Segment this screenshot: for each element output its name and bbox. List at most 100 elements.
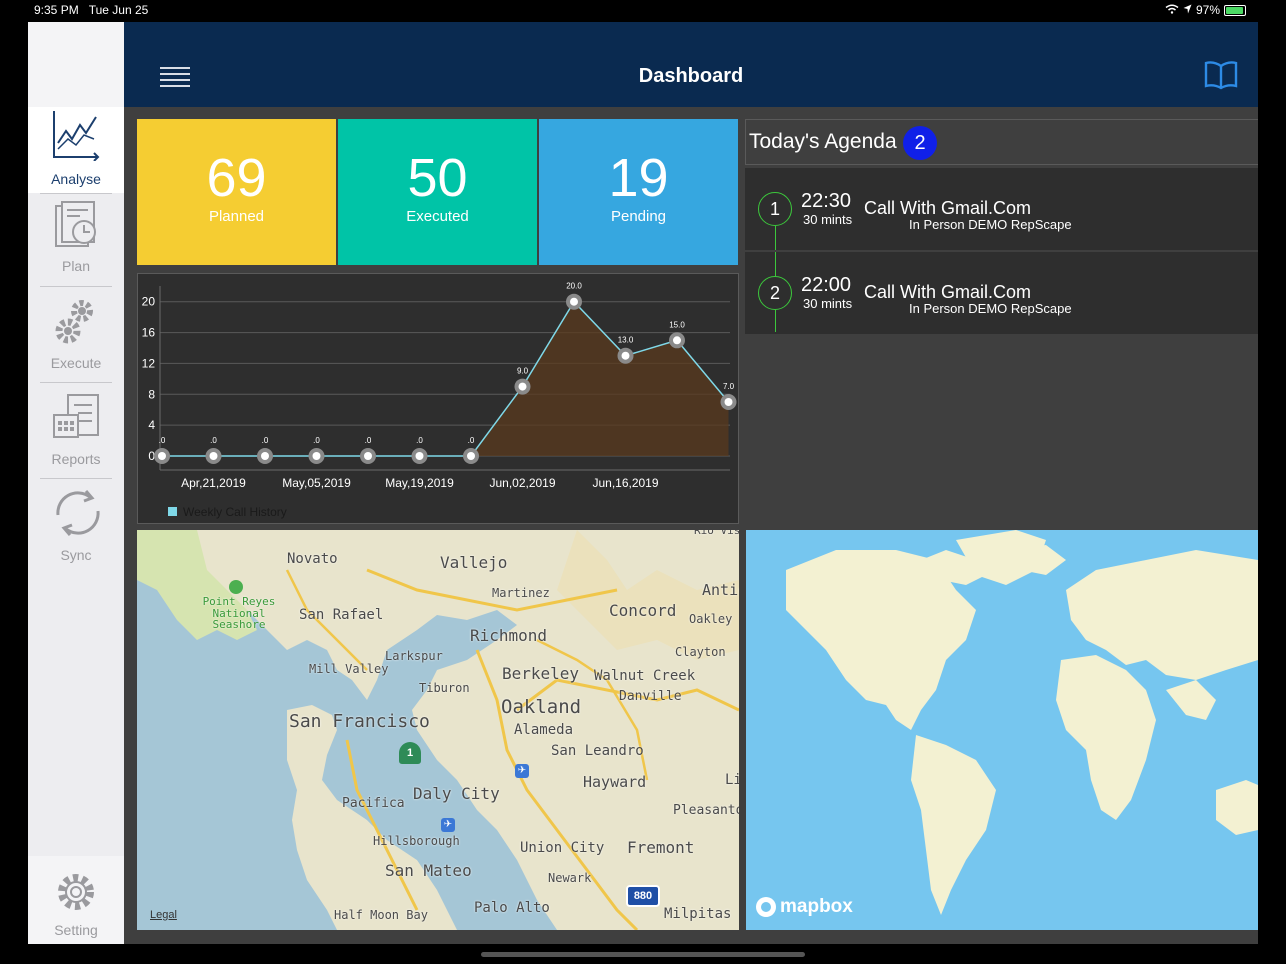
x-tick-label: May,19,2019	[385, 476, 454, 490]
plan-calendar-icon	[55, 201, 96, 247]
legend-swatch	[168, 507, 177, 516]
data-point-center	[570, 297, 578, 306]
bay-area-map[interactable]: Novato Vallejo Point Reyes National Seasho…	[137, 530, 739, 930]
agenda-title: Today's Agenda	[749, 130, 897, 153]
sync-icon	[56, 490, 100, 536]
map-place-label: San Francisco	[289, 711, 430, 732]
book-icon	[1204, 61, 1238, 90]
agenda-item-title: Call With Gmail.Com	[864, 198, 1032, 218]
data-point-center	[467, 452, 475, 460]
data-point-center	[209, 452, 218, 460]
map-place-label: Berkeley	[502, 664, 580, 683]
sidebar-item-analyse[interactable]: Analyse	[28, 107, 124, 193]
mapbox-logo[interactable]: mapbox	[756, 896, 853, 918]
agenda-item-subtitle: In Person DEMO RepScape	[909, 301, 1072, 316]
reports-icon	[53, 394, 99, 438]
map-legal-link[interactable]: Legal	[150, 909, 177, 921]
mapbox-icon	[756, 897, 776, 917]
tile-planned[interactable]: 69 Planned	[137, 119, 336, 265]
sidebar-item-label: Execute	[50, 355, 102, 371]
agenda-item-duration: 30 mints	[803, 212, 853, 227]
tile-executed[interactable]: 50 Executed	[338, 119, 537, 265]
sidebar-item-execute[interactable]: Execute	[28, 291, 124, 377]
battery-percent: 97%	[1195, 3, 1220, 17]
map-place-label: Newark	[548, 871, 592, 885]
data-value-label: .0	[210, 436, 217, 445]
legend-label: Weekly Call History	[183, 505, 287, 519]
sidebar-top	[28, 22, 124, 107]
data-value-label: .0	[313, 436, 320, 445]
x-tick-label: Apr,21,2019	[181, 476, 246, 490]
agenda-header: Today's Agenda 2	[745, 119, 1258, 165]
data-value-label: 7.0	[723, 382, 735, 391]
airport-icon: ✈	[441, 818, 455, 832]
sidebar-item-label: Reports	[51, 451, 101, 467]
status-time: 9:35 PM	[34, 3, 79, 17]
setting-label: Setting	[54, 922, 98, 938]
airport-icon: ✈	[515, 764, 529, 778]
map-place-label: San Rafael	[299, 607, 384, 623]
world-map-canvas	[746, 530, 1258, 930]
chart-canvas: 048121620.0.0.0.0.0.0.09.020.013.015.07.…	[142, 282, 737, 519]
sidebar-item-plan[interactable]: Plan	[28, 194, 124, 280]
location-icon	[1183, 3, 1192, 17]
menu-button[interactable]	[160, 67, 190, 89]
map-place-label: San Leandro	[551, 743, 644, 759]
sidebar-item-setting[interactable]: Setting	[28, 856, 124, 944]
map-place-label: Antioch	[702, 581, 739, 599]
route-shield-icon: 1	[399, 742, 421, 764]
sidebar-divider	[40, 382, 112, 383]
data-value-label: 13.0	[618, 336, 634, 345]
data-value-label: .0	[159, 436, 166, 445]
y-tick-label: 0	[148, 449, 155, 463]
y-tick-label: 20	[142, 295, 156, 309]
data-point-center	[415, 452, 424, 460]
map-place-label: Pacifica	[342, 796, 405, 811]
data-point-center	[724, 398, 733, 406]
map-place-label: Walnut Creek	[594, 668, 696, 684]
map-place-label: Hayward	[583, 773, 647, 791]
map-place-label: Palo Alto	[474, 900, 550, 916]
x-tick-label: Jun,02,2019	[489, 476, 555, 490]
map-place-label: Mill Valley	[309, 662, 389, 676]
sidebar-item-sync[interactable]: Sync	[28, 483, 124, 569]
map-place-label: Hillsborough	[373, 834, 460, 848]
map-place-label: Vallejo	[440, 553, 508, 572]
map-place-label: Tiburon	[419, 681, 470, 695]
sidebar-divider	[40, 478, 112, 479]
data-point-center	[312, 452, 321, 460]
agenda-item-duration: 30 mints	[803, 296, 853, 311]
series-line	[162, 300, 730, 457]
sidebar-divider	[40, 286, 112, 287]
sidebar-divider	[40, 193, 112, 194]
map-place-label: Union City	[520, 840, 605, 856]
map-place-label: San Mateo	[385, 861, 472, 880]
timeline-line	[775, 252, 776, 276]
pending-label: Pending	[610, 208, 667, 225]
weekly-call-chart: 0 4 8 12 16 20.0.0.0.0.0.0.0 9.0 20.0 13.0 15.0 7.…	[137, 273, 739, 524]
map-place-label: Livermore	[725, 772, 739, 788]
agenda-item[interactable]: 1 22:30 30 mints Call With Gmail.Com In …	[745, 168, 1258, 250]
world-map[interactable]: mapbox	[746, 530, 1258, 930]
map-place-label: Larkspur	[385, 649, 443, 663]
mapbox-logo-text: mapbox	[780, 896, 853, 917]
timeline-line	[775, 310, 776, 332]
app-screen: Analyse Plan Execute	[28, 22, 1258, 944]
sidebar-item-reports[interactable]: Reports	[28, 387, 124, 473]
data-value-label: 15.0	[669, 320, 685, 329]
agenda-item-number: 1	[758, 192, 792, 226]
top-header: Dashboard	[124, 22, 1258, 107]
data-value-label: .0	[262, 436, 269, 445]
home-indicator	[481, 952, 805, 957]
park-icon	[229, 580, 243, 594]
map-place-label: Richmond	[470, 626, 548, 645]
data-value-label: 9.0	[517, 367, 529, 376]
agenda-item-title: Call With Gmail.Com	[864, 282, 1032, 302]
map-place-label: Daly City	[413, 784, 500, 803]
data-value-label: .0	[365, 436, 372, 445]
agenda-item[interactable]: 2 22:00 30 mints Call With Gmail.Com In …	[745, 252, 1258, 334]
tile-pending[interactable]: 19 Pending	[539, 119, 738, 265]
interstate-shield-icon: 880	[626, 885, 660, 907]
map-place-label: Concord	[609, 601, 677, 620]
book-button[interactable]	[1204, 60, 1238, 95]
